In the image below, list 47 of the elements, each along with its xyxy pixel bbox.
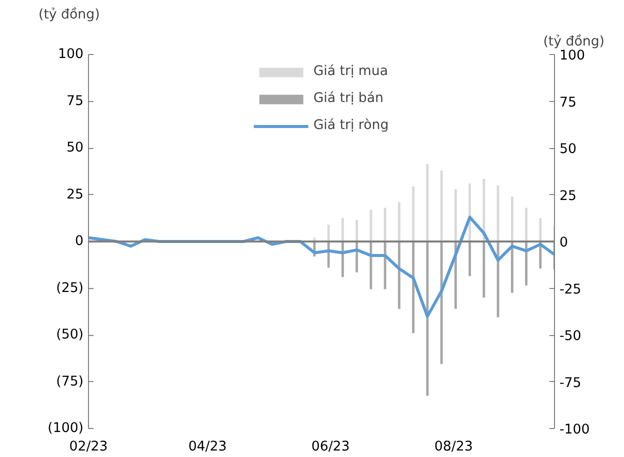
- bar: [327, 224, 330, 242]
- bar: [454, 189, 457, 242]
- y2-tick-label: -50: [560, 329, 582, 344]
- bar: [510, 242, 514, 293]
- y2-tick-label: 25: [560, 188, 576, 204]
- bar: [539, 218, 542, 242]
- bar: [482, 242, 486, 298]
- bar: [426, 164, 429, 242]
- y-tick-label: (25): [56, 280, 84, 296]
- bar: [341, 218, 344, 242]
- bar: [370, 210, 372, 242]
- bar: [398, 202, 400, 242]
- x-tick-label: 04/23: [188, 440, 227, 454]
- bar: [356, 220, 358, 242]
- y2-tick-label: -100: [560, 422, 590, 438]
- bar: [412, 186, 414, 242]
- legend-label: Giá trị mua: [313, 64, 388, 79]
- y-tick-label: 75: [66, 94, 84, 109]
- y-tick-label: 25: [66, 187, 84, 202]
- x-tick-label: 06/23: [311, 440, 350, 454]
- bar: [525, 208, 528, 242]
- y2-tick-label: -75: [560, 376, 582, 391]
- y2-tick-label: 0: [560, 236, 568, 250]
- y2-tick-label: 75: [560, 95, 576, 110]
- bar: [341, 242, 344, 278]
- legend-label: Giá trị ròng: [313, 118, 389, 133]
- y2-tick-label: 100: [560, 48, 585, 64]
- y-tick-label: 100: [58, 47, 84, 62]
- bar: [384, 208, 386, 242]
- bar: [468, 242, 471, 276]
- x-tick-label: 08/23: [434, 440, 473, 454]
- y-tick-label: 50: [66, 140, 84, 156]
- legend-label: Giá trị bán: [313, 91, 384, 106]
- y-tick-label: (50): [56, 328, 84, 342]
- y-tick-label: (100): [48, 421, 84, 436]
- y-tick-label: (75): [56, 374, 84, 390]
- y-axis-title: (tỷ đồng): [38, 6, 100, 22]
- bar: [412, 242, 414, 334]
- y2-tick-label: -25: [560, 282, 582, 298]
- y-tick-label: 0: [75, 234, 84, 249]
- bar: [398, 242, 400, 309]
- x-tick-label: 02/23: [69, 440, 108, 454]
- bar: [510, 196, 514, 242]
- bar: [370, 242, 372, 290]
- y2-axis-title: (tỷ đồng): [543, 34, 605, 50]
- bar: [426, 242, 429, 396]
- y2-tick-label: 50: [560, 142, 576, 157]
